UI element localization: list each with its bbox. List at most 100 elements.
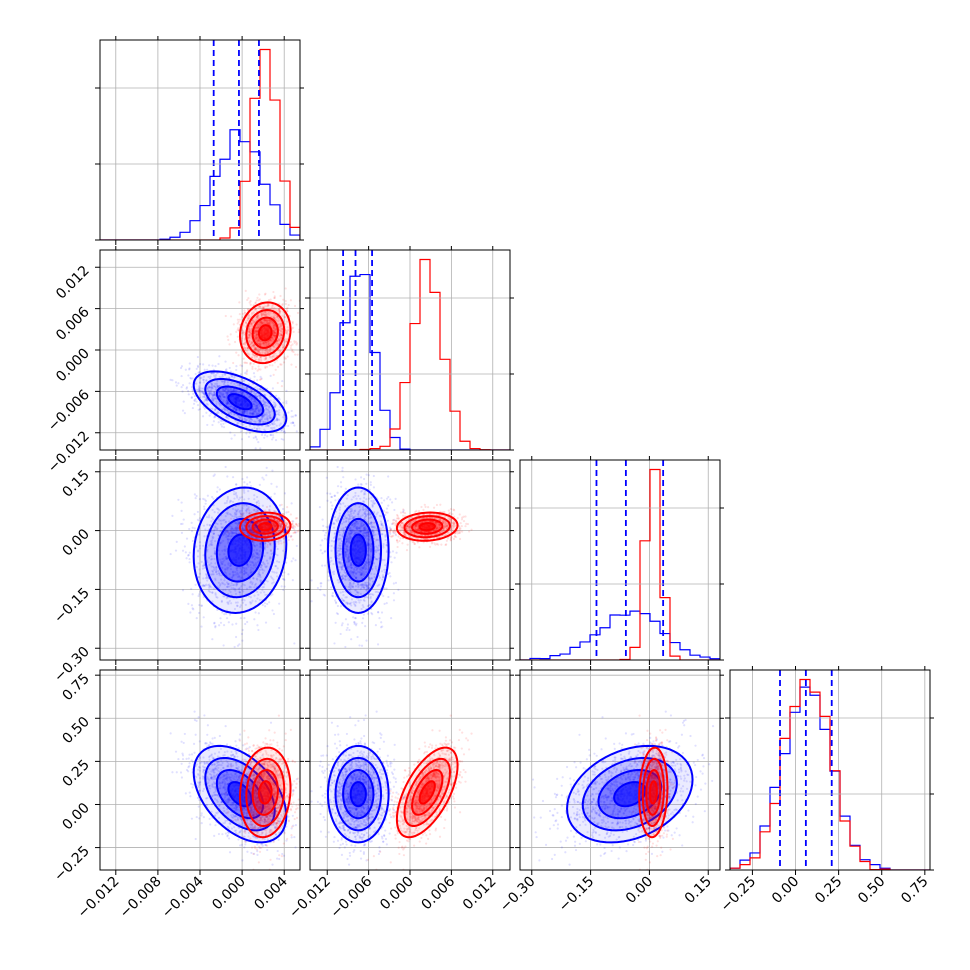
scatter-point (212, 385, 215, 388)
scatter-point (256, 316, 259, 319)
scatter-point (226, 389, 229, 392)
scatter-point (255, 404, 259, 408)
scatter-point (258, 598, 261, 602)
scatter-point (291, 421, 294, 424)
scatter-point (254, 386, 257, 389)
scatter-point (233, 406, 237, 409)
scatter-point (248, 327, 251, 330)
scatter-point (229, 389, 233, 392)
scatter-point (233, 412, 236, 416)
scatter-point (269, 339, 273, 342)
scatter-point (259, 340, 262, 343)
scatter-point (293, 304, 297, 308)
scatter-point (259, 544, 262, 547)
scatter-point (224, 387, 227, 391)
scatter-point (198, 387, 201, 390)
scatter-point (234, 408, 237, 412)
scatter-point (292, 524, 295, 527)
scatter-point (218, 394, 221, 397)
scatter-point (268, 537, 272, 540)
scatter-point (222, 644, 225, 647)
scatter-point (180, 386, 183, 389)
scatter-point (212, 398, 215, 401)
scatter-point (211, 386, 214, 390)
scatter-point (271, 469, 274, 472)
scatter-point (195, 545, 198, 548)
scatter-point (226, 392, 230, 396)
scatter-point (257, 326, 261, 329)
scatter-point (223, 381, 226, 384)
scatter-point (257, 407, 260, 410)
scatter-point (250, 566, 253, 569)
histogram-blue (100, 129, 300, 240)
scatter-point (244, 372, 247, 375)
scatter-point (235, 530, 238, 533)
scatter-point (223, 389, 226, 392)
scatter-point (259, 375, 262, 378)
scatter-point (249, 390, 252, 394)
scatter-point (232, 390, 235, 393)
scatter-point (277, 349, 280, 352)
histogram-panel-1 (305, 246, 514, 455)
scatter-point (248, 330, 251, 334)
scatter-point (277, 540, 280, 544)
scatter-point (272, 334, 276, 337)
scatter-point (251, 599, 254, 602)
scatter-point (267, 343, 270, 347)
scatter-point (247, 315, 250, 318)
scatter-point (236, 328, 239, 332)
scatter-point (225, 403, 229, 406)
scatter-point (238, 318, 241, 321)
scatter-point (210, 384, 213, 387)
scatter-point (251, 408, 254, 411)
scatter-point (259, 358, 263, 361)
scatter-point (259, 420, 262, 423)
scatter-point (244, 289, 247, 292)
scatter-point (262, 415, 265, 418)
scatter-point (253, 354, 256, 357)
scatter-point (249, 420, 253, 424)
scatter-point (203, 395, 206, 399)
scatter-point (255, 332, 258, 336)
scatter-point (211, 557, 214, 561)
scatter-point (278, 602, 281, 605)
scatter-point (294, 414, 297, 417)
scatter-point (235, 511, 238, 514)
scatter-point (269, 356, 272, 359)
scatter-point (255, 358, 258, 361)
scatter-point (263, 319, 266, 322)
scatter-point (235, 522, 238, 525)
scatter-point (263, 404, 267, 408)
scatter-point (264, 311, 267, 314)
scatter-point (239, 392, 242, 395)
scatter-point (225, 617, 229, 620)
scatter-point (252, 354, 255, 357)
scatter-point (292, 330, 295, 333)
scatter-point (276, 309, 279, 312)
scatter-point (248, 333, 252, 337)
scatter-point (276, 567, 279, 570)
scatter-point (198, 517, 201, 520)
scatter-point (195, 666, 197, 668)
scatter-point (274, 439, 278, 442)
scatter-point (275, 485, 278, 488)
scatter-point (228, 538, 232, 541)
scatter-point (305, 325, 307, 327)
scatter-point (250, 418, 254, 422)
scatter-point (238, 410, 242, 414)
scatter-point (256, 387, 259, 390)
scatter-point (227, 389, 230, 393)
scatter-point (251, 412, 255, 415)
scatter-point (213, 392, 216, 395)
scatter-point (243, 410, 246, 413)
scatter-point (263, 602, 266, 605)
scatter-point (257, 441, 260, 444)
scatter-point (236, 409, 239, 412)
scatter-point (180, 531, 184, 534)
scatter-point (209, 386, 212, 389)
scatter-point (260, 321, 263, 324)
scatter-point (262, 420, 265, 423)
scatter-point (249, 396, 252, 399)
scatter-point (256, 417, 259, 420)
